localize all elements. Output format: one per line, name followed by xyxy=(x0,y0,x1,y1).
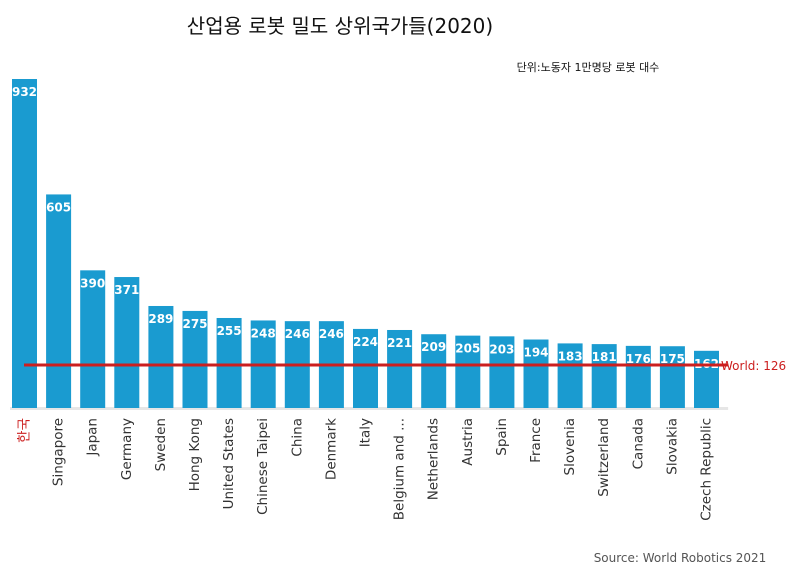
world-average-label: World: 126 xyxy=(721,359,786,373)
category-label-16: Slovenia xyxy=(562,418,578,475)
value-label-10: 224 xyxy=(353,335,378,349)
bar-13 xyxy=(455,335,481,408)
category-label-18: Canada xyxy=(630,418,646,469)
value-label-8: 246 xyxy=(285,327,310,341)
bar-20 xyxy=(694,350,719,408)
value-label-0: 932 xyxy=(12,85,37,99)
baseline xyxy=(10,407,729,410)
bar-4 xyxy=(148,305,174,408)
value-label-6: 255 xyxy=(217,324,242,338)
value-label-14: 203 xyxy=(489,342,514,356)
category-label-13: Austria xyxy=(460,418,476,466)
category-label-0: 한국 xyxy=(17,418,33,443)
category-label-4: Sweden xyxy=(153,418,169,471)
value-label-7: 248 xyxy=(251,326,276,340)
value-label-5: 275 xyxy=(182,317,207,331)
category-label-14: Spain xyxy=(494,418,510,456)
category-label-12: Netherlands xyxy=(426,418,442,500)
bar-11 xyxy=(387,329,413,408)
bar-6 xyxy=(216,317,242,408)
bar-17 xyxy=(591,344,617,408)
category-label-11: Belgium and ... xyxy=(392,418,408,520)
value-label-19: 175 xyxy=(660,352,685,366)
value-label-18: 176 xyxy=(626,352,651,366)
category-label-8: China xyxy=(289,418,305,457)
value-label-13: 205 xyxy=(455,342,480,356)
category-label-5: Hong Kong xyxy=(187,418,203,491)
category-label-2: Japan xyxy=(85,418,101,457)
category-label-10: Italy xyxy=(358,418,374,447)
value-label-15: 194 xyxy=(523,346,548,360)
unit-note: 단위:노동자 1만명당 로봇 대수 xyxy=(517,61,660,74)
bar-16 xyxy=(557,343,583,408)
category-label-17: Switzerland xyxy=(596,418,612,497)
category-label-19: Slovakia xyxy=(664,418,680,475)
category-label-1: Singapore xyxy=(51,418,67,486)
value-label-1: 605 xyxy=(46,200,71,214)
category-label-6: United States xyxy=(221,418,237,509)
chart-title: 산업용 로봇 밀도 상위국가들(2020) xyxy=(187,14,493,38)
bar-0 xyxy=(12,79,37,408)
category-label-7: Chinese Taipei xyxy=(255,418,271,515)
source-note: Source: World Robotics 2021 xyxy=(594,551,767,565)
category-label-9: Denmark xyxy=(323,418,339,480)
bar-15 xyxy=(523,339,549,408)
value-label-3: 371 xyxy=(114,283,139,297)
bar-10 xyxy=(353,328,378,408)
bar-1 xyxy=(46,194,72,408)
bar-3 xyxy=(114,277,140,408)
category-label-20: Czech Republic xyxy=(699,418,715,521)
value-labels-group: 932 605 390 371 289 275 255 248 246 246 224 221 209 2… xyxy=(12,85,719,371)
bars-group xyxy=(10,79,729,410)
value-label-9: 246 xyxy=(319,327,344,341)
value-label-4: 289 xyxy=(148,312,173,326)
category-label-3: Germany xyxy=(119,418,135,480)
category-labels-group: 한국 Singapore Japan Germany Sweden Hong Kong Un… xyxy=(17,418,715,521)
bar-5 xyxy=(182,310,208,408)
bar-12 xyxy=(421,334,447,408)
bar-18 xyxy=(625,345,651,408)
value-label-12: 209 xyxy=(421,340,446,354)
value-label-2: 390 xyxy=(80,276,105,290)
bar-14 xyxy=(489,336,515,408)
bar-19 xyxy=(659,346,685,408)
category-label-15: France xyxy=(528,418,544,463)
bar-2 xyxy=(80,270,106,408)
value-label-16: 183 xyxy=(558,349,583,363)
value-label-11: 221 xyxy=(387,336,412,350)
value-label-17: 181 xyxy=(592,350,617,364)
